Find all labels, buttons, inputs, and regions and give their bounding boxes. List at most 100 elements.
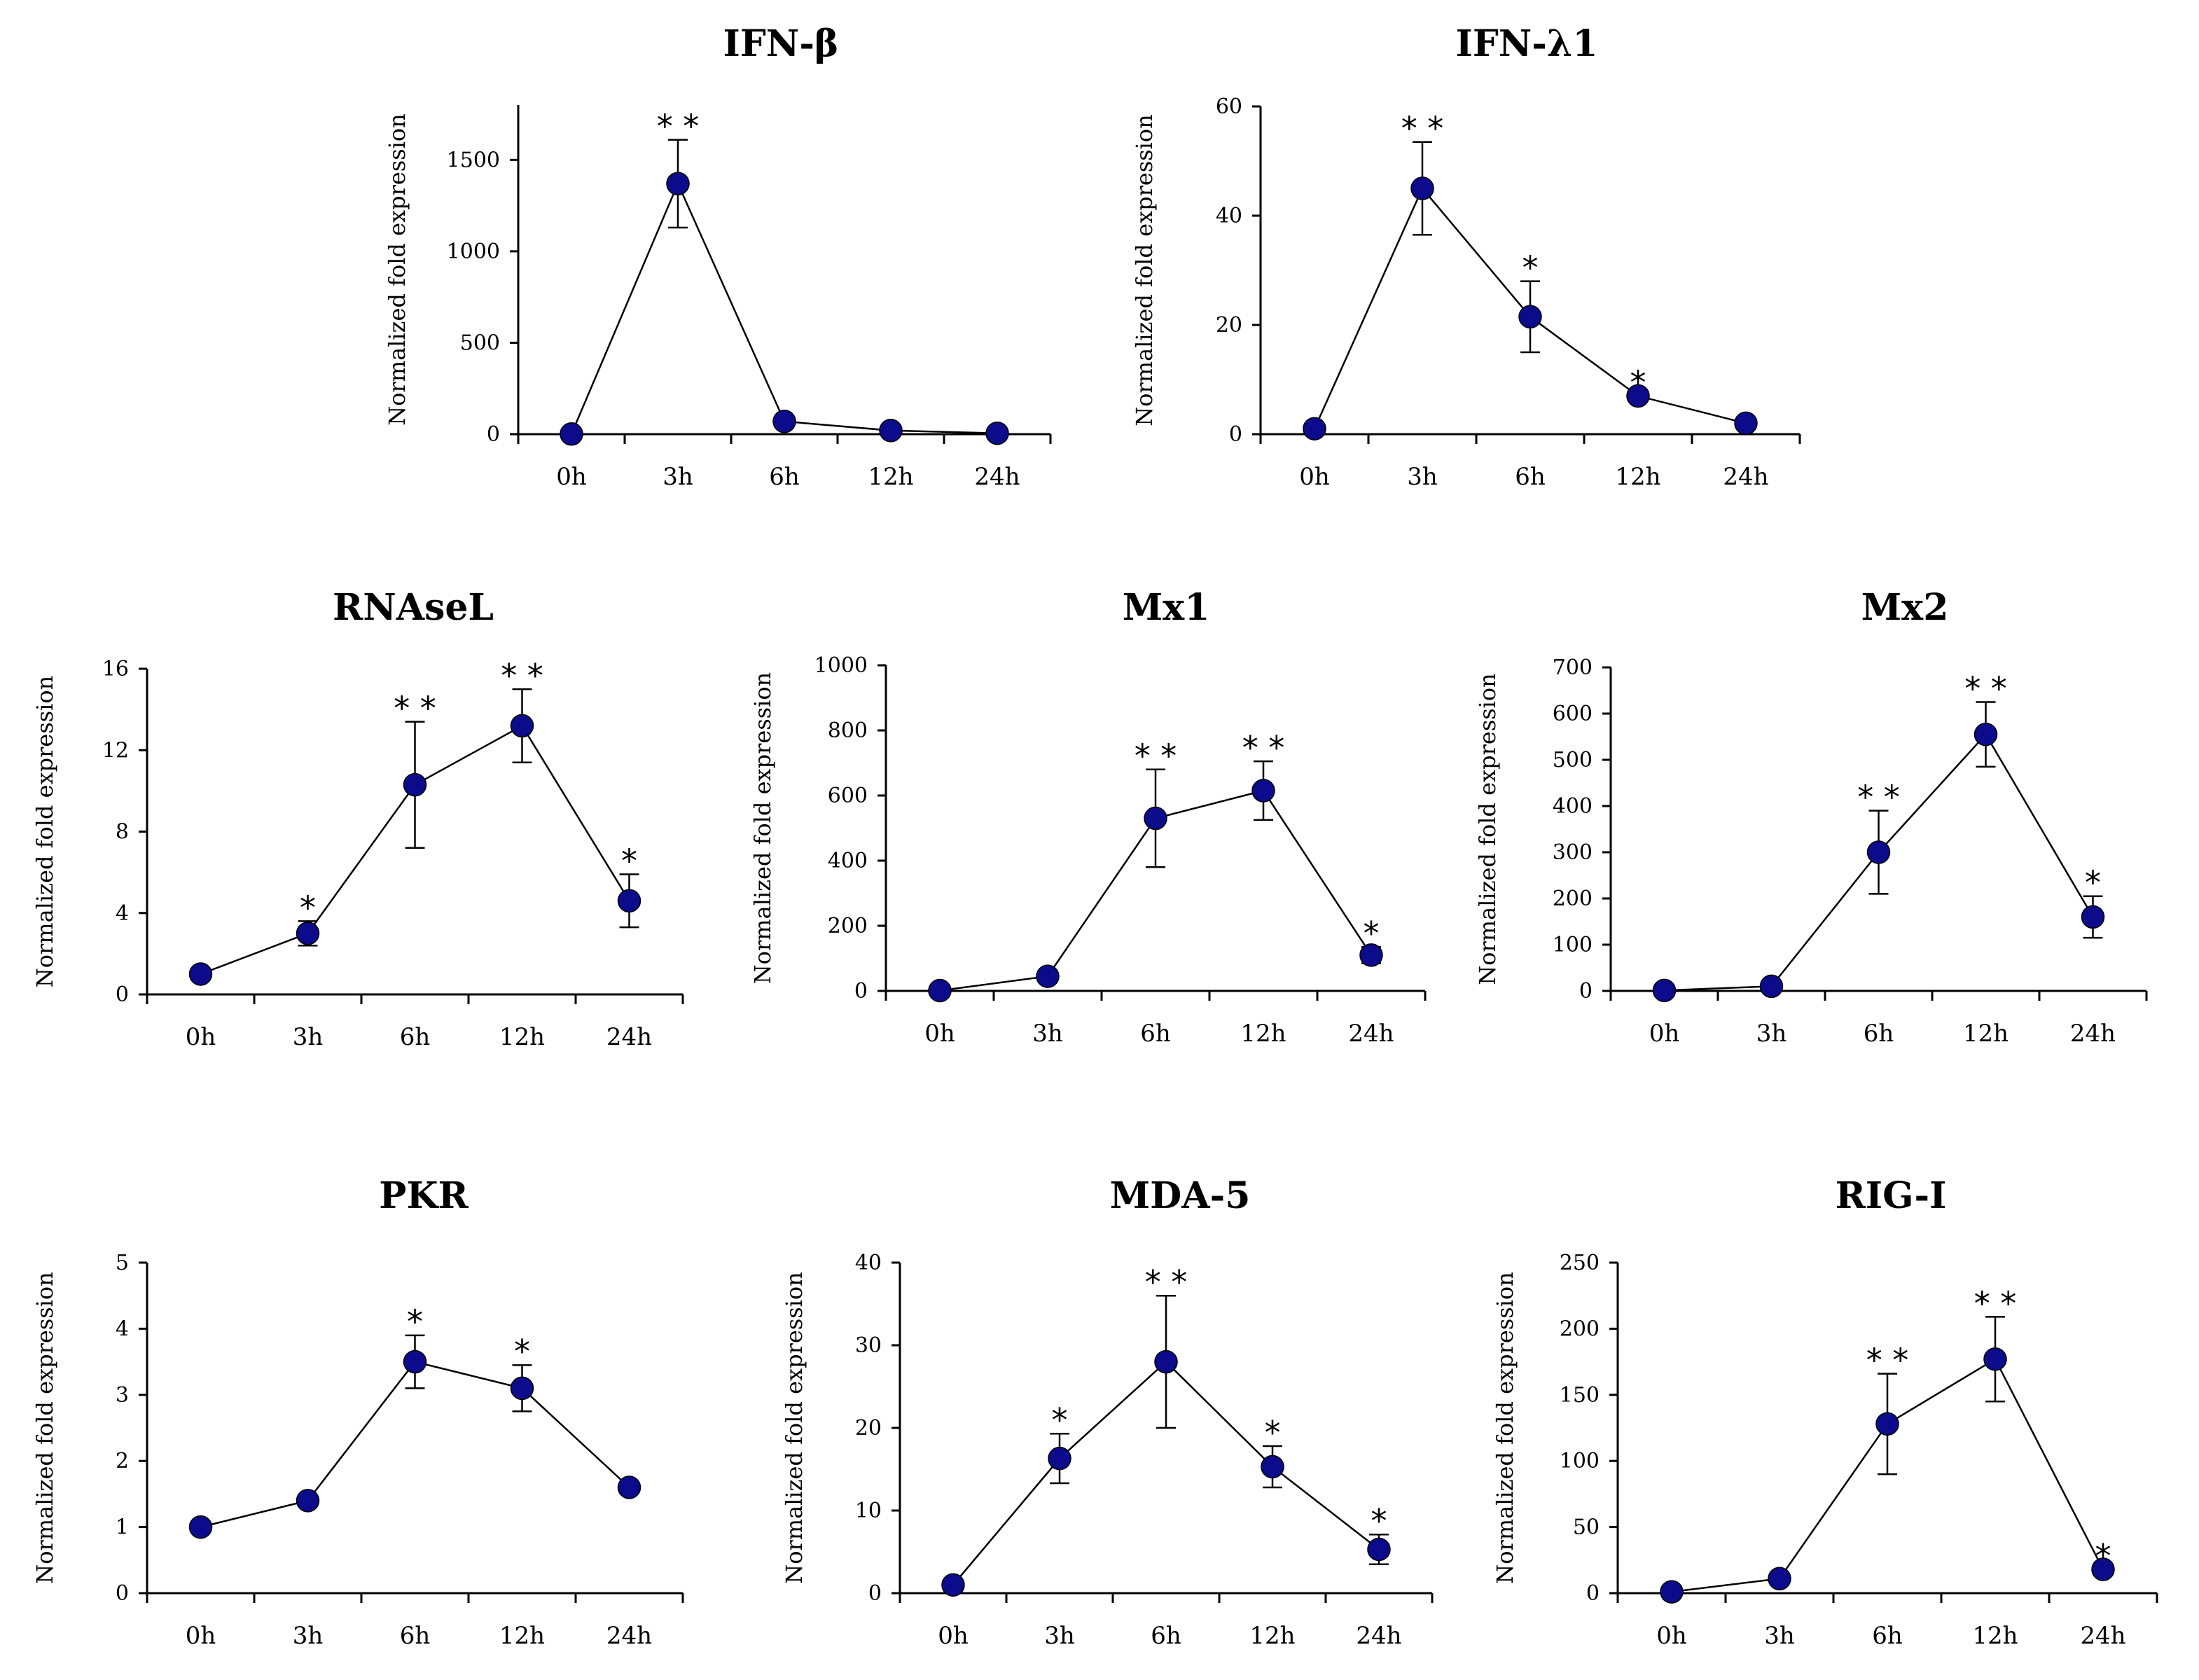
significance-marker: * * <box>1866 1341 1909 1379</box>
x-tick-label: 3h <box>1764 1622 1795 1650</box>
y-tick-label: 200 <box>1553 887 1593 911</box>
y-tick-label: 0 <box>1579 979 1593 1004</box>
y-tick-label: 4 <box>116 901 129 926</box>
significance-marker: * <box>2095 1537 2111 1575</box>
chart-panel-3: RNAseL Normalized fold expression 0 4 8 12 16 0… <box>32 586 684 1051</box>
data-point <box>1251 779 1275 803</box>
data-point <box>1983 1347 2007 1371</box>
data-point <box>1768 1567 1791 1590</box>
data-point <box>296 922 320 945</box>
data-point <box>985 421 1009 445</box>
data-point <box>1261 1455 1284 1479</box>
x-tick-label: 3h <box>663 463 693 491</box>
y-tick-label: 1000 <box>814 653 868 678</box>
chart-panel-4: Mx1 Normalized fold expression 0 200 400 600 8… <box>749 586 1427 1048</box>
chart-panel-1: IFN-β Normalized fold expression 0 500 1000 1… <box>384 22 1052 491</box>
significance-marker: * <box>514 1333 530 1370</box>
x-tick-label: 0h <box>1299 463 1330 491</box>
significance-marker: * * <box>394 689 436 727</box>
y-tick-label: 400 <box>1553 794 1593 819</box>
x-tick-label: 6h <box>1864 1020 1894 1048</box>
data-point <box>1734 411 1758 436</box>
x-tick-label: 3h <box>1044 1622 1075 1650</box>
significance-marker: * <box>300 889 316 926</box>
y-axis-label: Normalized fold expression <box>781 1272 807 1584</box>
significance-marker: * * <box>501 657 543 695</box>
x-tick-label: 3h <box>1756 1020 1787 1048</box>
data-point <box>296 1489 320 1513</box>
data-point <box>1144 806 1167 831</box>
chart-title: Mx2 <box>1861 586 1949 629</box>
y-tick-label: 600 <box>1553 702 1593 726</box>
y-axis-label: Normalized fold expression <box>1492 1272 1518 1584</box>
y-tick-label: 40 <box>855 1251 882 1275</box>
x-tick-label: 0h <box>938 1622 969 1650</box>
y-tick-label: 100 <box>1560 1449 1600 1473</box>
x-tick-label: 0h <box>556 463 587 491</box>
x-tick-label: 24h <box>1723 463 1768 491</box>
data-point <box>879 419 903 443</box>
y-tick-label: 8 <box>116 820 129 845</box>
y-axis-label: Normalized fold expression <box>1131 114 1158 426</box>
x-tick-label: 12h <box>1963 1020 2009 1048</box>
y-tick-label: 5 <box>116 1251 129 1275</box>
y-tick-label: 20 <box>1216 313 1242 338</box>
chart-panel-6: PKR Normalized fold expression 0 1 2 3 4 5 0h 3h 6… <box>32 1174 684 1650</box>
data-point <box>1154 1349 1178 1374</box>
y-tick-label: 800 <box>828 718 868 743</box>
x-tick-label: 0h <box>924 1020 955 1048</box>
y-tick-label: 16 <box>102 657 129 681</box>
y-axis-label: Normalized fold expression <box>32 1272 58 1584</box>
chart-panel-8: RIG-I Normalized fold expression 0 50 100 150… <box>1492 1174 2158 1650</box>
data-point <box>1759 974 1784 999</box>
y-tick-label: 20 <box>855 1416 882 1441</box>
significance-marker: * <box>2085 864 2101 902</box>
data-point <box>1660 1580 1684 1604</box>
x-tick-label: 0h <box>1656 1622 1687 1650</box>
chart-title: IFN-β <box>723 22 839 65</box>
y-tick-label: 100 <box>1553 933 1593 957</box>
y-tick-label: 250 <box>1560 1251 1600 1275</box>
y-tick-label: 1000 <box>447 239 500 264</box>
x-tick-label: 24h <box>2070 1020 2116 1048</box>
y-tick-label: 12 <box>102 738 129 763</box>
x-tick-label: 24h <box>606 1023 652 1051</box>
data-point <box>1303 417 1326 440</box>
data-point <box>1410 176 1434 200</box>
data-point <box>1518 305 1542 329</box>
data-point <box>510 1376 534 1401</box>
chart-panel-5: Mx2 Normalized fold expression 0 100 200 300 4… <box>1474 586 2148 1048</box>
significance-marker: * <box>407 1303 423 1341</box>
significance-marker: * * <box>1145 1263 1188 1301</box>
data-point <box>2091 1557 2115 1581</box>
significance-marker: * * <box>657 108 700 146</box>
y-tick-label: 3 <box>116 1383 129 1408</box>
y-tick-label: 150 <box>1560 1383 1600 1408</box>
significance-marker: * <box>1052 1401 1068 1439</box>
y-tick-label: 0 <box>487 422 500 447</box>
chart-panel-2: IFN-λ1 Normalized fold expression 0 20 40 60 0… <box>1131 22 1801 491</box>
chart-title: RNAseL <box>333 586 494 629</box>
y-tick-label: 200 <box>1560 1317 1600 1341</box>
y-tick-label: 1 <box>116 1515 129 1540</box>
y-tick-label: 60 <box>1216 95 1242 119</box>
x-tick-label: 3h <box>1032 1020 1063 1048</box>
y-tick-label: 0 <box>1229 422 1242 447</box>
y-tick-label: 4 <box>116 1317 129 1341</box>
data-point <box>188 962 213 986</box>
x-tick-label: 24h <box>974 463 1020 491</box>
data-point <box>403 772 427 797</box>
y-tick-label: 1500 <box>447 148 500 172</box>
x-tick-label: 24h <box>2080 1622 2125 1650</box>
x-tick-label: 12h <box>868 463 913 491</box>
y-tick-label: 200 <box>828 914 868 938</box>
x-tick-label: 3h <box>1407 463 1438 491</box>
x-tick-label: 12h <box>1249 1622 1295 1650</box>
data-point <box>1359 943 1383 967</box>
series-line <box>570 181 998 435</box>
y-tick-label: 0 <box>116 983 129 1007</box>
x-tick-label: 6h <box>1872 1622 1903 1650</box>
chart-title: MDA-5 <box>1110 1174 1251 1217</box>
significance-marker: * * <box>1974 1284 2017 1322</box>
